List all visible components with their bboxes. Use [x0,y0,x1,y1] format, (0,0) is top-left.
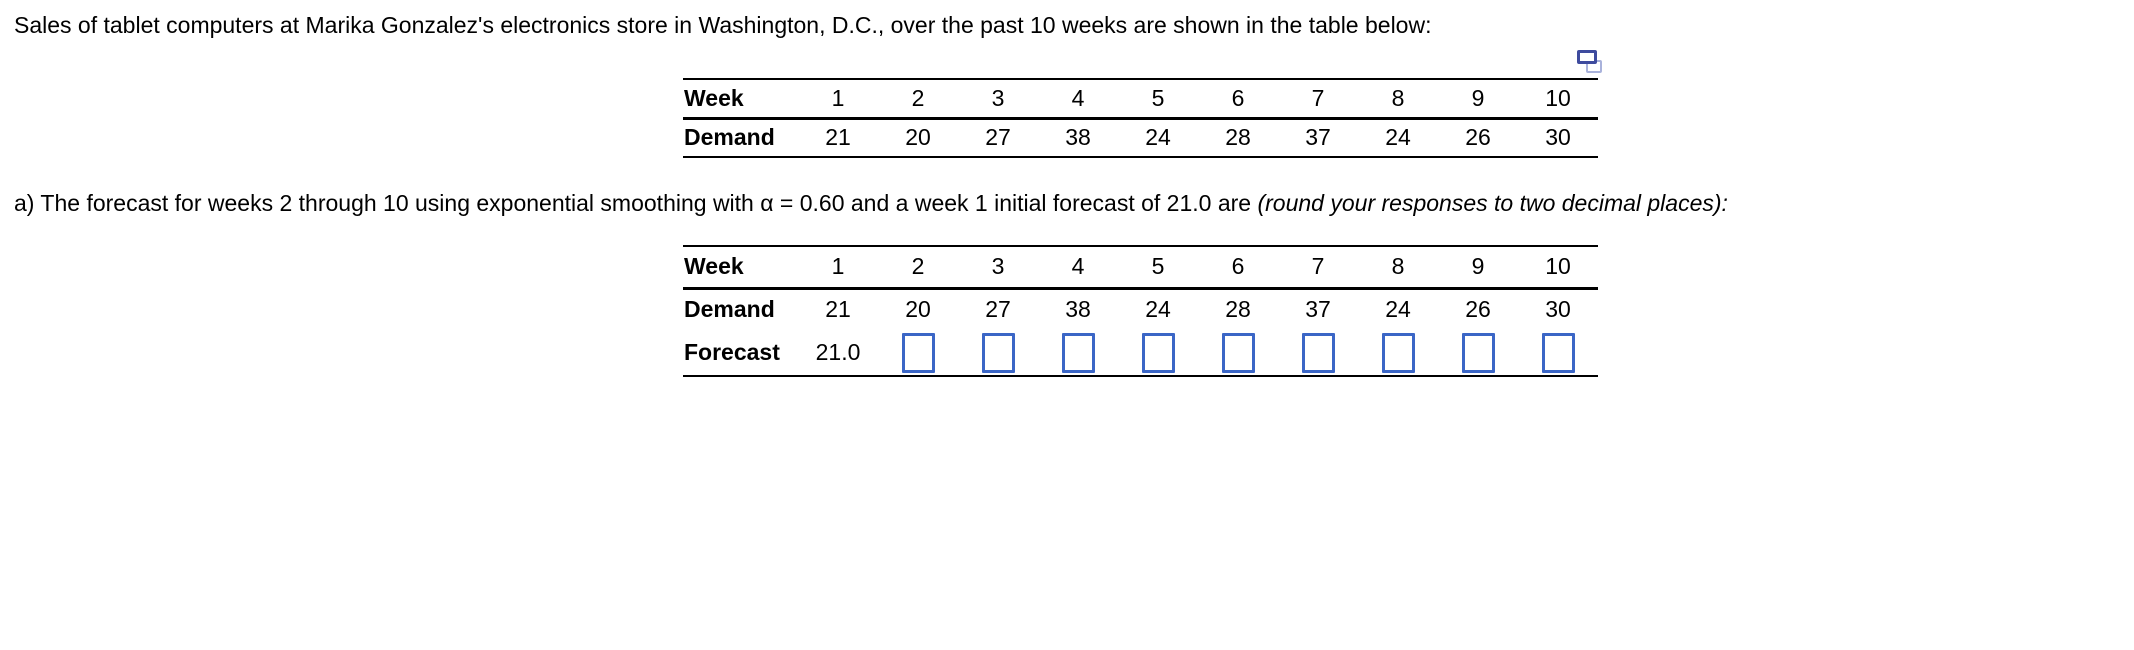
week-number-cell: 5 [1118,246,1198,290]
week-number-cell: 8 [1358,246,1438,290]
week-row: Week 1 2 3 4 5 6 7 8 9 10 [683,246,1598,290]
forecast-input-week-6[interactable] [1221,332,1255,373]
problem-statement: Sales of tablet computers at Marika Gonz… [14,12,1431,40]
forecast-input-week-2[interactable] [901,332,935,373]
week-number-cell: 3 [958,246,1038,290]
week-number-cell: 4 [1038,246,1118,290]
week-number-cell: 7 [1278,246,1358,290]
question-a-rounding-note: (round your responses to two decimal pla… [1257,190,1728,216]
demand-row-label: Demand [684,124,775,151]
popout-icon-front-rect [1577,50,1597,64]
demand-value-cell: 24 [1385,296,1411,323]
demand-value-cell: 28 [1225,124,1251,151]
forecast-input-cell [1118,330,1198,376]
demand-value-cell: 30 [1545,124,1571,151]
problem-statement-text: Sales of tablet computers at Marika Gonz… [14,12,1432,38]
demand-value-cell: 20 [905,296,931,323]
forecast-initial-cell: 21.0 [815,339,861,365]
week-number-cell: 6 [1198,246,1278,290]
week-number-cell: 7 [1278,79,1358,120]
forecast-input-cell [878,330,958,376]
forecast-input-cell [1518,330,1598,376]
forecast-input-week-8[interactable] [1381,332,1415,373]
demand-value-cell: 28 [1225,296,1251,323]
demand-value-cell: 27 [985,124,1011,151]
demand-row: Demand 21 20 27 38 24 28 37 24 26 30 [683,288,1598,330]
week-number-cell: 5 [1118,79,1198,120]
demand-row-label: Demand [684,296,775,323]
forecast-input-cell [1038,330,1118,376]
week-row-label: Week [683,246,798,290]
question-a-text: a) The forecast for weeks 2 through 10 u… [14,190,1728,218]
forecast-row-label: Forecast [684,339,780,365]
week-number-cell: 2 [878,246,958,290]
demand-value-cell: 26 [1465,296,1491,323]
forecast-input-week-5[interactable] [1141,332,1175,373]
forecast-input-cell [958,330,1038,376]
demand-value-cell: 21 [825,296,851,323]
week-number-cell: 1 [798,79,878,120]
demand-value-cell: 38 [1065,124,1091,151]
week-row: Week 1 2 3 4 5 6 7 8 9 10 [683,79,1598,120]
demand-value-cell: 20 [905,124,931,151]
week-number-cell: 2 [878,79,958,120]
forecast-input-week-3[interactable] [981,332,1015,373]
week-number-cell: 9 [1438,246,1518,290]
demand-value-cell: 24 [1145,124,1171,151]
forecast-input-week-10[interactable] [1541,332,1575,373]
forecast-input-week-9[interactable] [1461,332,1495,373]
question-a-prefix: a) The forecast for weeks 2 through 10 u… [14,190,1258,216]
forecast-input-cell [1358,330,1438,376]
week-number-cell: 10 [1518,79,1598,120]
week-number-cell: 6 [1198,79,1278,120]
demand-value-cell: 24 [1145,296,1171,323]
popout-window-icon[interactable] [1577,50,1605,76]
week-row-label: Week [683,79,798,120]
demand-value-cell: 37 [1305,124,1331,151]
forecast-input-week-4[interactable] [1061,332,1095,373]
demand-value-cell: 38 [1065,296,1091,323]
week-number-cell: 3 [958,79,1038,120]
forecast-input-cell [1438,330,1518,376]
week-number-cell: 1 [798,246,878,290]
week-number-cell: 9 [1438,79,1518,120]
week-number-cell: 8 [1358,79,1438,120]
demand-table: Week 1 2 3 4 5 6 7 8 9 10 Demand 21 20 27 38 24 28 37 24 26 3… [683,78,1598,158]
demand-value-cell: 30 [1545,296,1571,323]
demand-value-cell: 26 [1465,124,1491,151]
demand-value-cell: 21 [825,124,851,151]
week-number-cell: 10 [1518,246,1598,290]
forecast-input-cell [1198,330,1278,376]
forecast-input-cell [1278,330,1358,376]
forecast-table: Week 1 2 3 4 5 6 7 8 9 10 Demand 21 20 27 38 24 28 37 24 26 3… [683,245,1598,377]
week-number-cell: 4 [1038,79,1118,120]
demand-value-cell: 37 [1305,296,1331,323]
forecast-row: Forecast 21.0 [683,330,1598,376]
forecast-input-week-7[interactable] [1301,332,1335,373]
demand-value-cell: 27 [985,296,1011,323]
demand-value-cell: 24 [1385,124,1411,151]
demand-row: Demand 21 20 27 38 24 28 37 24 26 30 [683,118,1598,157]
